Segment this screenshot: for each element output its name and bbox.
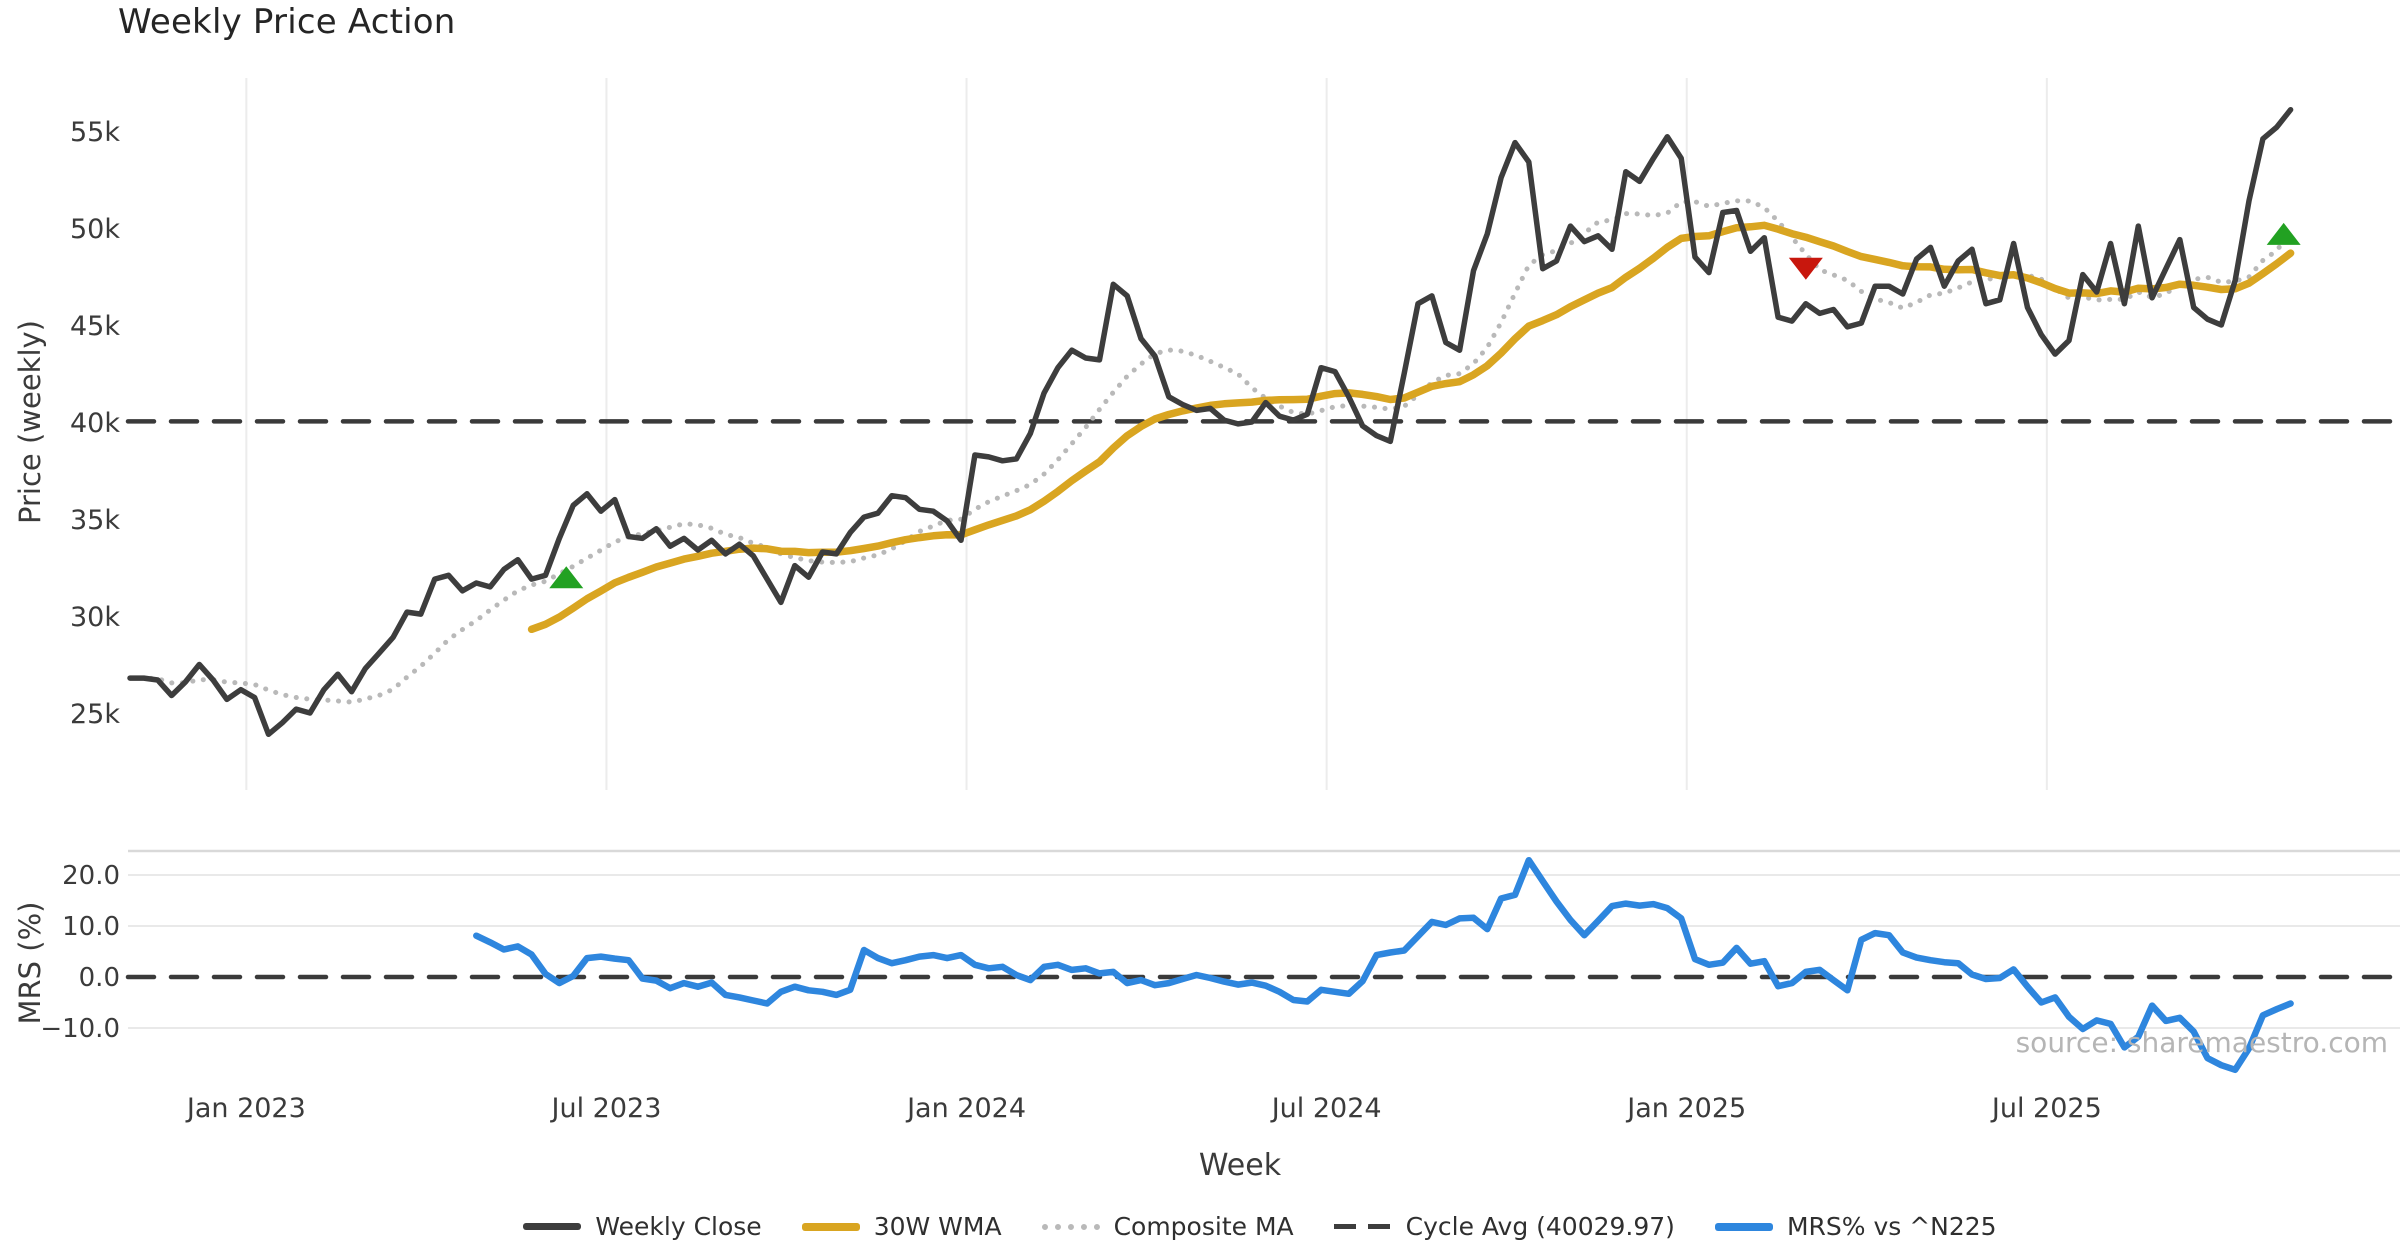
mrs-ytick-labels: 20.0 10.0 0.0 −10.0 xyxy=(40,861,120,1044)
weekly-close-line xyxy=(127,106,2294,738)
legend-item-1: Weekly Close xyxy=(523,1212,762,1241)
mrs-axis-label: MRS (%) xyxy=(13,901,47,1025)
buy-signal-triangle-3 xyxy=(2266,222,2301,245)
price-ytick-55k: 55k xyxy=(70,117,120,148)
xtick-Jan-2025: Jan 2025 xyxy=(1625,1093,1746,1124)
weekly-close-line xyxy=(127,106,2294,738)
legend-item-2: 30W WMA xyxy=(801,1212,1002,1241)
mrs-chart-gridlines xyxy=(128,849,2400,1029)
legend-item-5: MRS% vs ^N225 xyxy=(1714,1212,1997,1241)
legend-swatch-solid-close-icon xyxy=(523,1223,582,1230)
xtick-Jan-2023: Jan 2023 xyxy=(185,1093,306,1124)
x-axis-title: Week xyxy=(1198,1148,1282,1183)
reference-lines xyxy=(125,419,2400,980)
source-watermark: source: sharemaestro.com xyxy=(2015,1026,2388,1059)
legend-swatch-solid-wma-icon xyxy=(801,1222,860,1231)
mrs-ytick--10: −10.0 xyxy=(40,1014,120,1044)
composite-ma-line xyxy=(127,198,2294,705)
x-tick-labels: Jan 2023 Jul 2023 Jan 2024 Jul 2024 Jan 2025… xyxy=(185,1093,2102,1124)
xtick-Jul-2024: Jul 2024 xyxy=(1270,1093,1382,1124)
price-ytick-30k: 30k xyxy=(70,602,120,633)
legend: Weekly Close 30W WMA Composite MA Cycle Avg… xyxy=(60,1212,2400,1241)
legend-item-4: Cycle Avg (40029.97) xyxy=(1333,1212,1675,1241)
mrs-ytick-10: 10.0 xyxy=(62,912,120,942)
price-ytick-25k: 25k xyxy=(70,699,120,730)
price-chart-gridlines xyxy=(245,78,2048,790)
mrs-ytick-0: 0.0 xyxy=(79,963,120,993)
price-ytick-40k: 40k xyxy=(70,408,120,439)
legend-swatch-dashed-icon xyxy=(1333,1224,1392,1229)
legend-label: Weekly Close xyxy=(595,1212,762,1241)
price-ytick-45k: 45k xyxy=(70,311,120,342)
xtick-Jul-2023: Jul 2023 xyxy=(550,1093,662,1124)
legend-swatch-dotted-icon xyxy=(1041,1223,1100,1230)
price-axis-label: Price (weekly) xyxy=(13,319,47,525)
buy-signal-triangle-1 xyxy=(549,566,584,589)
legend-label: Cycle Avg (40029.97) xyxy=(1405,1212,1675,1241)
xtick-Jan-2024: Jan 2024 xyxy=(905,1093,1026,1124)
chart-title: Weekly Price Action xyxy=(118,2,456,42)
mrs-line xyxy=(473,856,2294,1074)
mrs-line xyxy=(473,856,2294,1074)
legend-label: Composite MA xyxy=(1113,1212,1294,1241)
legend-swatch-solid-mrs-icon xyxy=(1714,1222,1773,1231)
mrs-ytick-20: 20.0 xyxy=(62,861,120,891)
sell-signal-triangle-2 xyxy=(1788,257,1823,280)
price-ytick-35k: 35k xyxy=(70,505,120,536)
composite-ma-line xyxy=(127,198,2294,705)
price-ytick-50k: 50k xyxy=(70,214,120,245)
legend-item-3: Composite MA xyxy=(1041,1212,1294,1241)
legend-label: MRS% vs ^N225 xyxy=(1786,1212,1997,1241)
signal-markers xyxy=(549,222,2301,589)
price-ytick-labels: 55k 50k 45k 40k 35k 30k 25k xyxy=(70,117,120,730)
legend-label: 30W WMA xyxy=(873,1212,1002,1241)
xtick-Jul-2025: Jul 2025 xyxy=(1990,1093,2102,1124)
